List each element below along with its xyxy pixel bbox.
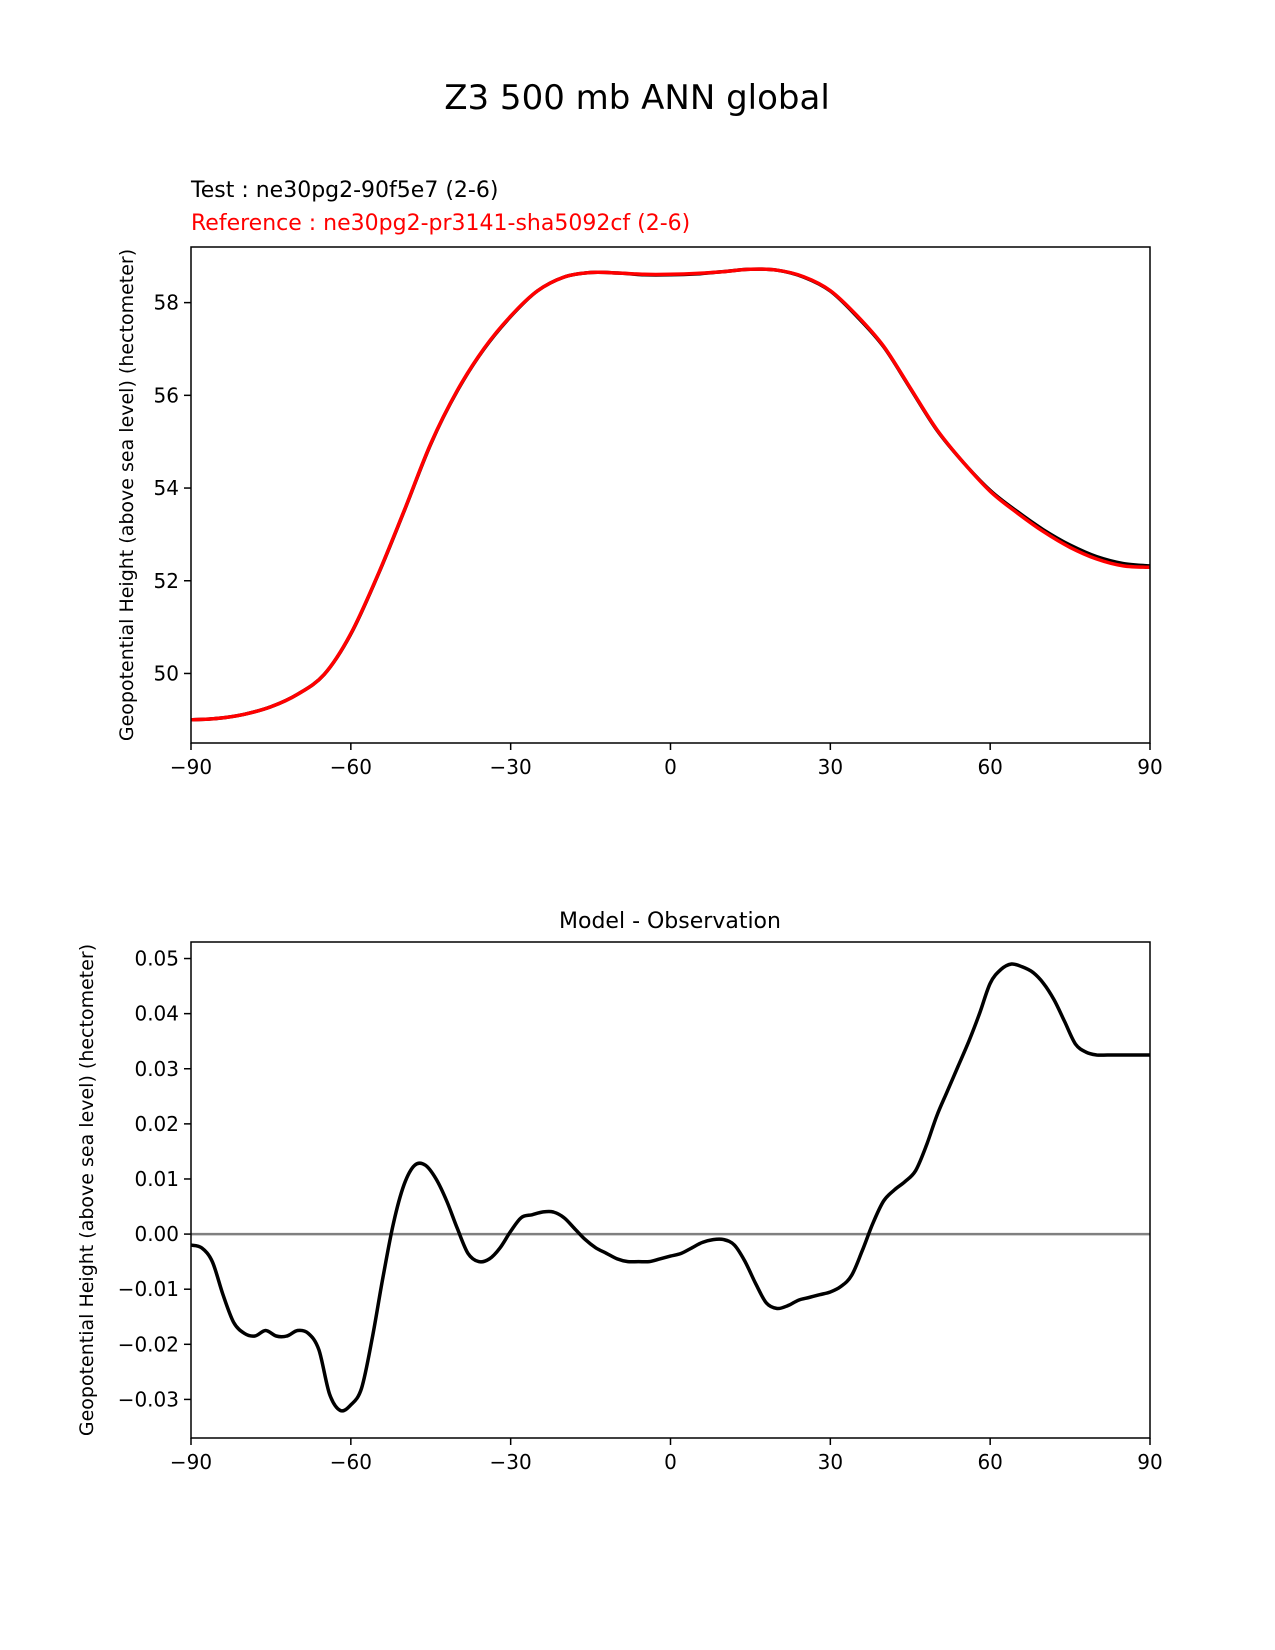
top-y-axis-ticks: 50 52 54 56 58	[154, 291, 191, 685]
bottom-x-tick-label: −60	[330, 1450, 372, 1474]
top-y-tick-label: 50	[154, 661, 179, 685]
legend-test-label: Test : ne30pg2-90f5e7 (2-6)	[190, 178, 498, 203]
top-y-tick-label: 56	[154, 383, 179, 407]
bottom-series-line-model-observation	[190, 962, 1150, 1413]
bottom-panel-title: Model - Observation	[559, 909, 781, 934]
figure-title: Z3 500 mb ANN global	[444, 78, 830, 118]
top-x-tick-label: −90	[170, 755, 212, 779]
top-y-tick-label: 58	[154, 291, 179, 315]
bottom-y-tick-label: −0.02	[118, 1332, 179, 1356]
top-y-tick-label: 54	[154, 476, 179, 500]
bottom-y-tick-label: 0.00	[134, 1222, 179, 1246]
top-y-axis-label: Geopotential Height (above sea level) (h…	[116, 249, 138, 741]
bottom-x-axis-ticks: −90 −60 −30 0 30 60 90	[170, 1438, 1163, 1474]
bottom-x-tick-label: 0	[664, 1450, 677, 1474]
bottom-plot-frame	[190, 941, 1151, 1439]
top-x-axis-ticks: −90 −60 −30 0 30 60 90	[170, 743, 1163, 779]
top-x-tick-label: 30	[818, 755, 843, 779]
top-plot-frame	[190, 246, 1151, 744]
bottom-series-lines	[190, 962, 1150, 1413]
bottom-y-tick-label: 0.03	[134, 1057, 179, 1081]
bottom-y-axis-ticks: −0.03 −0.02 −0.01 0.00 0.01 0.02 0.03 0.04 0.05	[118, 947, 191, 1411]
top-series-line-test	[190, 267, 1151, 722]
bottom-x-tick-label: 90	[1137, 1450, 1162, 1474]
bottom-y-tick-label: 0.04	[134, 1002, 179, 1026]
bottom-x-tick-label: 60	[977, 1450, 1002, 1474]
legend-reference-label: Reference : ne30pg2-pr3141-sha5092cf (2-…	[191, 211, 690, 236]
top-y-tick-label: 52	[154, 569, 179, 593]
bottom-y-tick-label: −0.03	[118, 1387, 179, 1411]
bottom-y-tick-label: 0.02	[134, 1112, 179, 1136]
top-panel: Test : ne30pg2-90f5e7 (2-6) Reference : …	[116, 178, 1163, 779]
top-x-tick-label: 90	[1137, 755, 1162, 779]
top-x-tick-label: −30	[490, 755, 532, 779]
bottom-panel: Model - Observation −0.03 −0.02 −0.01 0.00 0…	[76, 909, 1163, 1474]
bottom-x-tick-label: 30	[818, 1450, 843, 1474]
bottom-y-tick-label: 0.05	[134, 947, 179, 971]
bottom-y-axis-label: Geopotential Height (above sea level) (h…	[76, 944, 98, 1436]
top-series-lines	[190, 267, 1151, 722]
top-x-tick-label: 0	[664, 755, 677, 779]
bottom-y-tick-label: −0.01	[118, 1277, 179, 1301]
top-series-line-reference	[190, 267, 1151, 722]
bottom-y-tick-label: 0.01	[134, 1167, 179, 1191]
top-x-tick-label: −60	[330, 755, 372, 779]
top-x-tick-label: 60	[977, 755, 1002, 779]
bottom-x-tick-label: −30	[490, 1450, 532, 1474]
bottom-x-tick-label: −90	[170, 1450, 212, 1474]
